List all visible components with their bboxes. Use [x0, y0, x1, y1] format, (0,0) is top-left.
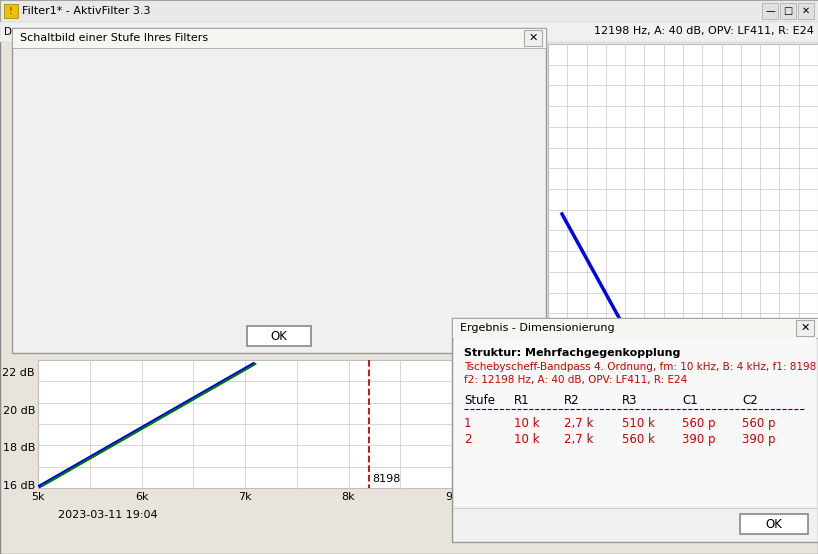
Bar — [452, 318, 818, 542]
Text: R3: R3 — [244, 117, 258, 127]
Text: ✕: ✕ — [528, 33, 537, 43]
Bar — [4, 4, 18, 18]
Text: Schaltbild einer Stufe Ihres Filters: Schaltbild einer Stufe Ihres Filters — [20, 33, 208, 43]
Circle shape — [346, 163, 354, 171]
Text: R2: R2 — [144, 252, 158, 262]
Text: Da: Da — [4, 27, 18, 37]
Bar — [231, 113, 271, 131]
Bar — [0, 22, 818, 42]
Bar — [454, 338, 816, 506]
Text: f2: 12198 Hz, A: 40 dB, OPV: LF411, R: E24: f2: 12198 Hz, A: 40 dB, OPV: LF411, R: E… — [464, 375, 687, 385]
FancyBboxPatch shape — [247, 326, 311, 346]
Text: 390 p: 390 p — [742, 433, 775, 446]
Text: R3: R3 — [622, 394, 637, 407]
Text: C1: C1 — [682, 394, 698, 407]
Bar — [798, 3, 814, 19]
Text: R1: R1 — [81, 162, 95, 172]
Text: OK: OK — [271, 330, 287, 342]
Text: 12198 Hz, A: 40 dB, OPV: LF411, R: E24: 12198 Hz, A: 40 dB, OPV: LF411, R: E24 — [594, 26, 814, 36]
Text: Ergebnis - Dimensionierung: Ergebnis - Dimensionierung — [460, 323, 614, 333]
Text: C1: C1 — [217, 144, 231, 154]
Circle shape — [247, 73, 255, 81]
Text: 390 p: 390 p — [682, 433, 716, 446]
Text: 16 dB: 16 dB — [2, 481, 35, 491]
Circle shape — [147, 73, 155, 81]
Text: 10 k: 10 k — [514, 433, 540, 446]
Text: 7k: 7k — [238, 492, 252, 502]
Text: 510 k: 510 k — [622, 417, 655, 430]
Text: Struktur: Mehrfachgegenkopplung: Struktur: Mehrfachgegenkopplung — [464, 348, 681, 358]
Bar — [0, 0, 818, 22]
Bar — [796, 320, 814, 336]
Text: 8198: 8198 — [372, 474, 400, 484]
Bar — [780, 3, 796, 19]
Text: −: − — [268, 150, 278, 163]
Text: Input: Input — [21, 181, 51, 191]
Text: OK: OK — [766, 517, 783, 531]
Text: 2: 2 — [464, 433, 471, 446]
Text: 5k: 5k — [31, 492, 45, 502]
Text: 18 dB: 18 dB — [2, 443, 35, 454]
Text: Stufe: Stufe — [464, 394, 495, 407]
Bar — [12, 28, 546, 48]
Circle shape — [147, 163, 155, 171]
Circle shape — [247, 163, 255, 171]
Text: 9k: 9k — [445, 492, 459, 502]
Polygon shape — [261, 138, 310, 196]
Bar — [130, 248, 172, 266]
Text: ✕: ✕ — [800, 323, 810, 333]
Text: 2,7 k: 2,7 k — [564, 417, 593, 430]
Text: 2,7 k: 2,7 k — [564, 433, 593, 446]
Text: 20 dB: 20 dB — [2, 406, 35, 416]
Text: 6k: 6k — [135, 492, 148, 502]
FancyBboxPatch shape — [740, 514, 808, 534]
Bar — [38, 360, 452, 488]
Text: 560 p: 560 p — [682, 417, 716, 430]
Bar — [67, 158, 109, 176]
Circle shape — [351, 162, 361, 172]
Text: R1: R1 — [514, 394, 529, 407]
Text: 1: 1 — [464, 417, 471, 430]
Text: Output: Output — [340, 181, 380, 191]
Bar — [452, 318, 818, 338]
Text: 10 k: 10 k — [514, 417, 540, 430]
Bar — [16, 52, 542, 322]
Text: 8k: 8k — [342, 492, 355, 502]
Text: +: + — [268, 172, 279, 185]
Text: Filter1* - AktivFilter 3.3: Filter1* - AktivFilter 3.3 — [22, 6, 151, 16]
Bar — [548, 44, 818, 334]
Text: □: □ — [784, 6, 793, 16]
Text: C2: C2 — [124, 86, 138, 96]
Text: 560 p: 560 p — [742, 417, 775, 430]
Circle shape — [31, 162, 41, 172]
Text: !: ! — [9, 7, 13, 16]
Text: 2023-03-11 19:04: 2023-03-11 19:04 — [58, 510, 158, 520]
Text: Tschebyscheff-Bandpass 4. Ordnung, fm: 10 kHz, B: 4 kHz, f1: 8198 Hz,: Tschebyscheff-Bandpass 4. Ordnung, fm: 1… — [464, 362, 818, 372]
Text: R2: R2 — [564, 394, 580, 407]
Text: 22 dB: 22 dB — [2, 368, 35, 378]
Text: C2: C2 — [742, 394, 757, 407]
Text: ✕: ✕ — [802, 6, 810, 16]
Text: —: — — [765, 6, 775, 16]
Bar — [524, 30, 542, 46]
Bar — [762, 3, 778, 19]
Bar — [12, 28, 546, 353]
Text: 560 k: 560 k — [622, 433, 655, 446]
